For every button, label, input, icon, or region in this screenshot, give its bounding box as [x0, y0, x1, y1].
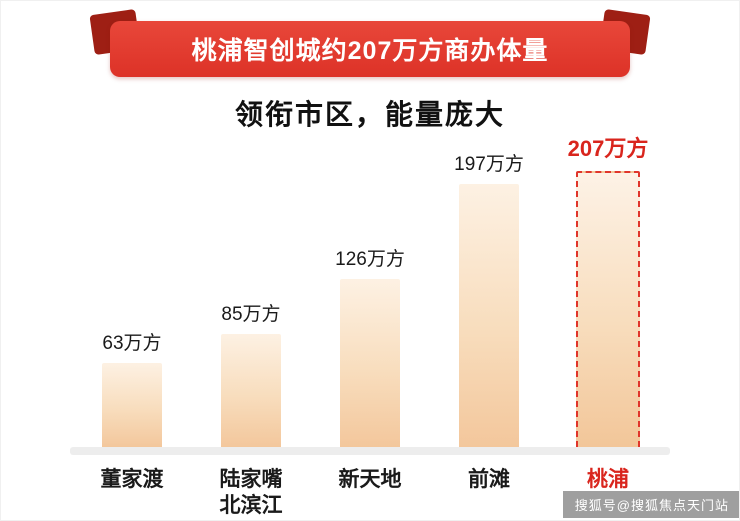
chart-plot-area: 63万方 85万方 126万方 197万方 207万方 [70, 136, 670, 447]
watermark: 搜狐号@搜狐焦点天门站 [562, 491, 739, 518]
category-label: 陆家嘴 北滨江 [219, 468, 283, 518]
banner-title: 桃浦智创城约207万方商办体量 [191, 37, 549, 65]
bar-column: 207万方 [552, 131, 664, 447]
bar-value-label: 126万方 [335, 249, 405, 270]
subtitle: 领衔市区，能量庞大 [234, 99, 505, 130]
bar-value-label: 85万方 [221, 304, 281, 325]
chart-baseline [70, 447, 670, 455]
bar-value-label: 197万方 [454, 154, 524, 175]
bar-chart: 63万方 85万方 126万方 197万方 207万方 董家渡 陆家嘴 北滨江 新天地 前滩 桃浦 [70, 136, 670, 520]
category-label: 董家渡 [100, 468, 164, 491]
bar-highlighted [576, 171, 640, 447]
category-axis: 董家渡 陆家嘴 北滨江 新天地 前滩 桃浦 [70, 467, 670, 520]
bar-value-label: 207万方 [567, 136, 649, 161]
category-label: 桃浦 [587, 468, 629, 491]
bar [221, 334, 281, 447]
bar [102, 363, 162, 447]
bar-column: 197万方 [433, 149, 545, 447]
bar [459, 184, 519, 447]
banner: 桃浦智创城约207万方商办体量 [110, 21, 630, 77]
bar-value-label: 63万方 [102, 333, 162, 354]
bar-column: 63万方 [76, 328, 188, 447]
category-label: 前滩 [468, 468, 510, 491]
title-ribbon: 桃浦智创城约207万方商办体量 [89, 8, 651, 77]
bar-column: 85万方 [195, 299, 307, 447]
bar [340, 279, 400, 447]
category-label: 新天地 [338, 468, 402, 491]
bar-column: 126万方 [314, 244, 426, 447]
